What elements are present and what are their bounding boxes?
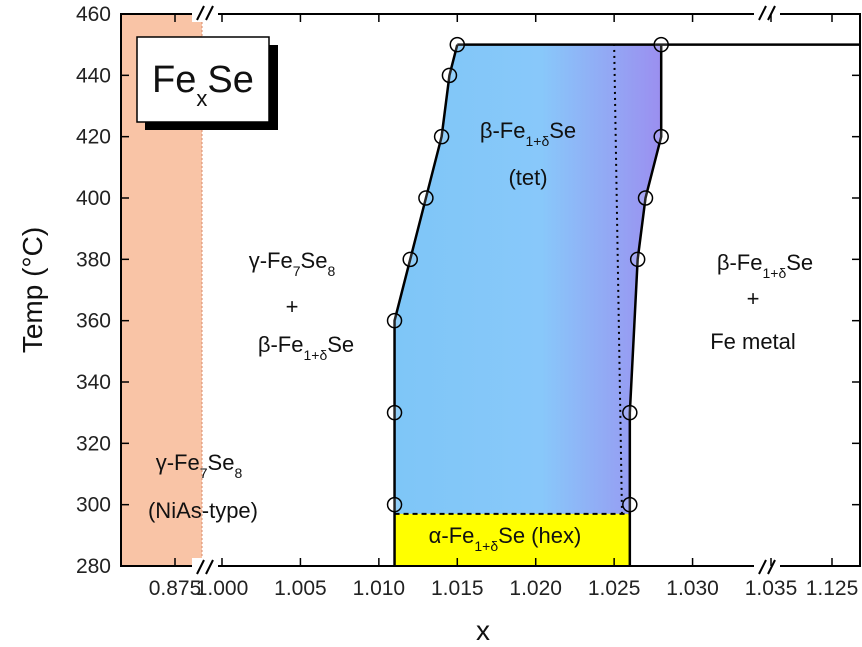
dotted-boundary-line [613, 44, 623, 514]
svg-text:γ-Fe7Se8: γ-Fe7Se8 [156, 450, 243, 481]
svg-text:+: + [286, 294, 299, 319]
region-label-beta-metal: β-Fe1+δSe + Fe metal [710, 250, 813, 354]
y-tick-label: 340 [76, 371, 111, 394]
y-tick-label: 300 [76, 494, 111, 517]
data-points [386, 36, 669, 513]
y-tick-label: 460 [76, 3, 111, 26]
title-box: FexSe [136, 36, 278, 130]
y-tick-label: 420 [76, 126, 111, 149]
axis-ticks: 280 300 320 340 360 380 400 420 440 460 0.8751.000… [76, 3, 860, 600]
x-tick-label: 1.025 [588, 577, 641, 600]
data-point [418, 190, 434, 206]
data-point [622, 496, 638, 513]
right-boundary-line [628, 44, 663, 566]
y-tick-label: 360 [76, 310, 111, 333]
svg-text:β-Fe1+δSe: β-Fe1+δSe [258, 332, 354, 363]
data-point [653, 128, 669, 145]
x-tick-label: 1.125 [806, 577, 859, 600]
x-tick-label: 1.015 [431, 577, 484, 600]
data-point [449, 36, 466, 53]
plot-frame [120, 13, 861, 567]
svg-text:β-Fe1+δSe: β-Fe1+δSe [717, 250, 813, 281]
y-tick-label: 440 [76, 64, 111, 87]
svg-text:Fe metal: Fe metal [710, 329, 796, 354]
region-label-beta-tet: β-Fe1+δSe (tet) [480, 118, 576, 190]
svg-text:(tet): (tet) [508, 165, 547, 190]
svg-text:+: + [747, 286, 760, 311]
data-point [441, 67, 458, 84]
data-point [629, 251, 646, 268]
y-tick-label: 380 [76, 248, 111, 271]
data-point [386, 404, 403, 421]
phase-boundaries [393, 43, 860, 566]
region-label-alpha-hex: α-Fe1+δSe (hex) [429, 523, 582, 554]
data-point [637, 190, 654, 206]
data-point [386, 312, 403, 329]
region-label-gamma-beta: γ-Fe7Se8 + β-Fe1+δSe [249, 248, 354, 363]
x-tick-label: 1.010 [353, 577, 406, 600]
left-boundary-line [393, 44, 459, 566]
svg-text:β-Fe1+δSe: β-Fe1+δSe [480, 118, 576, 149]
x-tick-label: 1.005 [274, 577, 327, 600]
axis-breaks [192, 5, 780, 575]
x-tick-label: 1.035 [745, 577, 798, 600]
data-point [622, 404, 638, 421]
svg-text:α-Fe1+δSe (hex): α-Fe1+δSe (hex) [429, 523, 582, 554]
title-box-text: FexSe [152, 59, 254, 111]
y-axis-label: Temp (°C) [17, 227, 48, 353]
beta-tet-region [394, 44, 662, 514]
x-tick-label: 0.875 [149, 577, 202, 600]
y-tick-label: 320 [76, 432, 111, 455]
data-point [653, 36, 669, 53]
svg-text:γ-Fe7Se8: γ-Fe7Se8 [249, 248, 336, 279]
y-tick-label: 280 [76, 555, 111, 578]
region-label-gamma-nias: γ-Fe7Se8 (NiAs-type) [148, 450, 258, 523]
data-point [433, 128, 450, 145]
svg-text:(NiAs-type): (NiAs-type) [148, 498, 258, 523]
x-tick-label: 1.000 [196, 577, 249, 600]
data-point [386, 496, 403, 513]
x-axis-label: x [476, 615, 490, 646]
x-tick-label: 1.020 [509, 577, 562, 600]
alpha-hex-region [394, 513, 630, 566]
data-point [402, 251, 418, 268]
x-tick-label: 1.030 [666, 577, 719, 600]
y-tick-label: 400 [76, 187, 111, 210]
